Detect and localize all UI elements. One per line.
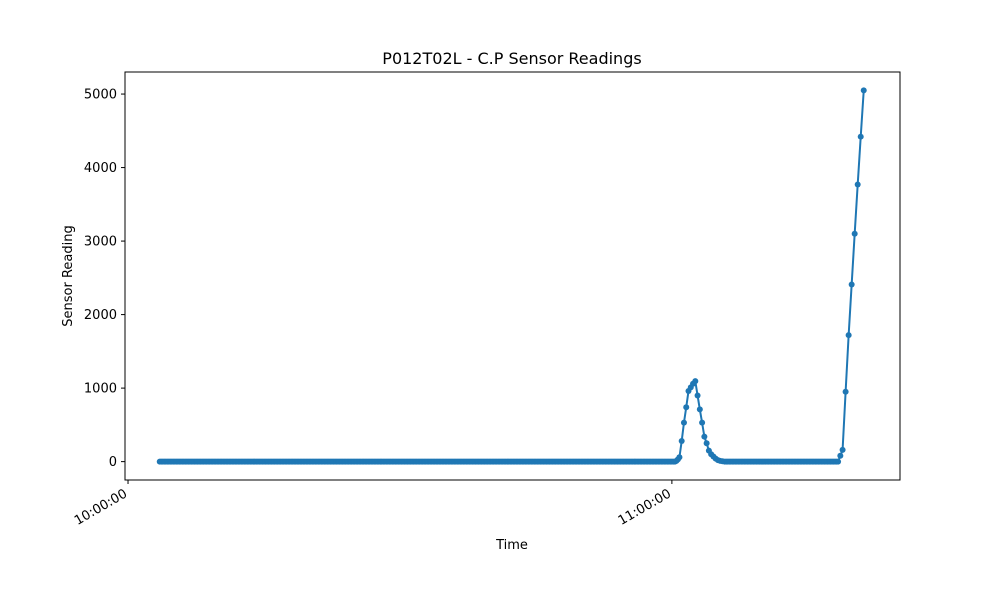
y-tick-label: 5000 (84, 88, 117, 103)
y-tick-label: 1000 (84, 382, 117, 397)
data-point (680, 419, 687, 426)
y-tick-label: 0 (109, 455, 117, 470)
plot-area (156, 87, 867, 465)
chart-title: P012T02L - C.P Sensor Readings (382, 49, 641, 68)
data-point (676, 454, 683, 461)
data-point (696, 406, 703, 413)
data-point (694, 392, 701, 399)
data-point (842, 388, 849, 395)
data-point (692, 378, 699, 385)
data-point (683, 404, 690, 411)
data-point (839, 446, 846, 453)
data-point (845, 332, 852, 339)
y-tick-label: 4000 (84, 161, 117, 176)
data-point (835, 458, 842, 465)
data-point (703, 440, 710, 447)
data-point (854, 181, 861, 188)
data-point (678, 438, 685, 445)
data-point (848, 281, 855, 288)
data-point (857, 133, 864, 140)
y-tick-label: 2000 (84, 308, 117, 323)
y-axis: 0 1000 2000 3000 4000 5000 (84, 88, 125, 470)
y-axis-label: Sensor Reading (61, 225, 76, 326)
y-tick-label: 3000 (84, 235, 117, 250)
data-point (851, 230, 858, 237)
data-point (701, 433, 708, 440)
data-point (699, 419, 706, 426)
x-axis-label: Time (495, 538, 528, 553)
data-point (860, 87, 867, 94)
axes-frame (124, 71, 901, 481)
data-point (837, 452, 844, 459)
